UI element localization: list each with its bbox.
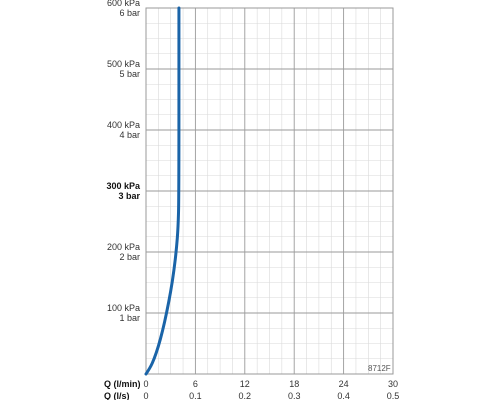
x-tick-label-ls: 0.2 (239, 391, 252, 400)
x-tick-label-lmin: 18 (289, 379, 299, 389)
y-tick-label-bar: 4 bar (119, 130, 140, 140)
y-tick-label-kpa: 400 kPa (107, 120, 140, 130)
y-tick-label-kpa: 100 kPa (107, 303, 140, 313)
x-tick-label-ls: 0.1 (189, 391, 202, 400)
y-tick-label-kpa: 500 kPa (107, 59, 140, 69)
figure-code: 8712F (368, 364, 391, 373)
y-tick-label-kpa: 600 kPa (107, 0, 140, 8)
y-tick-label-kpa: 300 kPa (106, 181, 141, 191)
x-primary-axis-label: Q (l/min) (104, 379, 141, 389)
y-tick-label-bar: 2 bar (119, 252, 140, 262)
x-tick-label-lmin: 12 (240, 379, 250, 389)
x-tick-label-lmin: 0 (143, 379, 148, 389)
x-tick-label-lmin: 6 (193, 379, 198, 389)
y-tick-label-bar: 5 bar (119, 69, 140, 79)
x-tick-label-lmin: 24 (339, 379, 349, 389)
series-line (144, 6, 181, 376)
y-tick-label-bar: 6 bar (119, 8, 140, 18)
x-tick-label-ls: 0 (143, 391, 148, 400)
x-tick-label-ls: 0.3 (288, 391, 301, 400)
x-tick-label-ls: 0.4 (337, 391, 350, 400)
plot-border (145, 7, 394, 375)
x-secondary-axis-label: Q (l/s) (104, 391, 130, 400)
y-tick-label-bar: 1 bar (119, 313, 140, 323)
x-tick-label-ls: 0.5 (387, 391, 400, 400)
x-axis-ticks: 0 0 6 0.1 12 0.2 18 0.3 24 0.4 30 0.5 (143, 379, 399, 400)
series-layer (144, 6, 181, 376)
grid-major (146, 8, 393, 374)
x-tick-label-lmin: 30 (388, 379, 398, 389)
y-tick-label-bar: 3 bar (118, 191, 140, 201)
y-tick-label-kpa: 200 kPa (107, 242, 140, 252)
